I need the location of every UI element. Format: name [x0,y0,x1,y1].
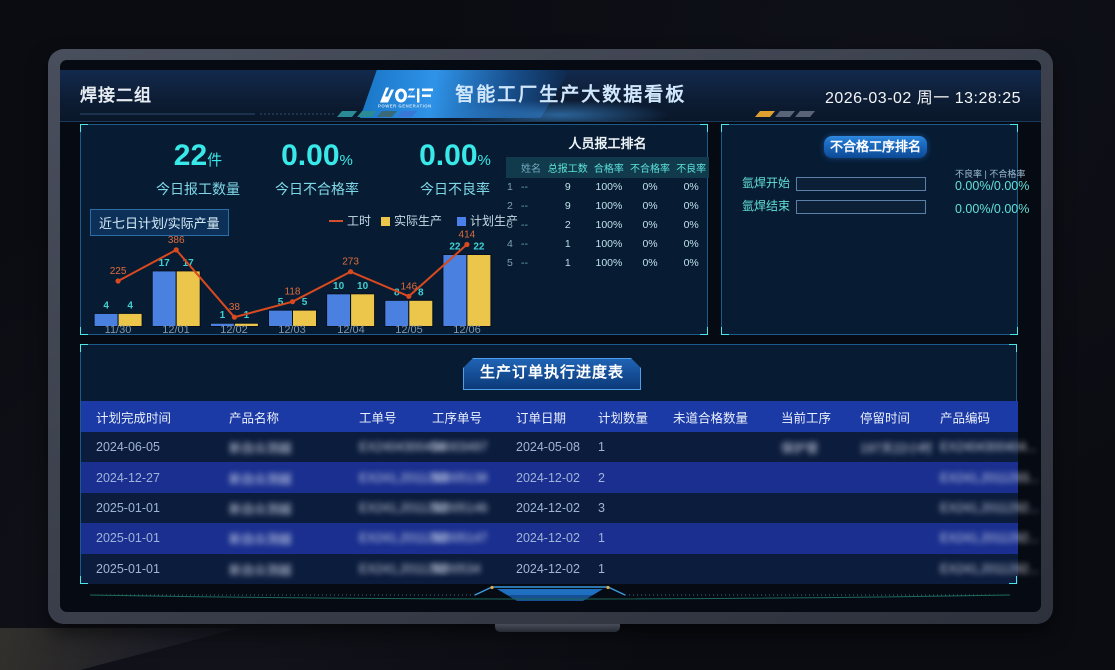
svg-text:146: 146 [400,281,417,292]
svg-text:5: 5 [278,297,284,308]
svg-text:8: 8 [418,287,424,298]
svg-text:118: 118 [285,287,301,298]
svg-text:4: 4 [103,300,109,311]
svg-text:273: 273 [342,257,359,268]
svg-text:22: 22 [473,242,485,253]
svg-text:225: 225 [110,266,127,277]
svg-text:4: 4 [127,300,133,311]
svg-text:5: 5 [302,297,308,308]
svg-text:386: 386 [168,235,185,246]
svg-text:1: 1 [220,310,226,321]
svg-text:1: 1 [244,310,250,321]
svg-text:414: 414 [459,230,476,241]
svg-text:17: 17 [159,258,171,269]
svg-text:10: 10 [357,281,369,292]
svg-text:38: 38 [229,302,241,313]
svg-text:10: 10 [333,281,345,292]
